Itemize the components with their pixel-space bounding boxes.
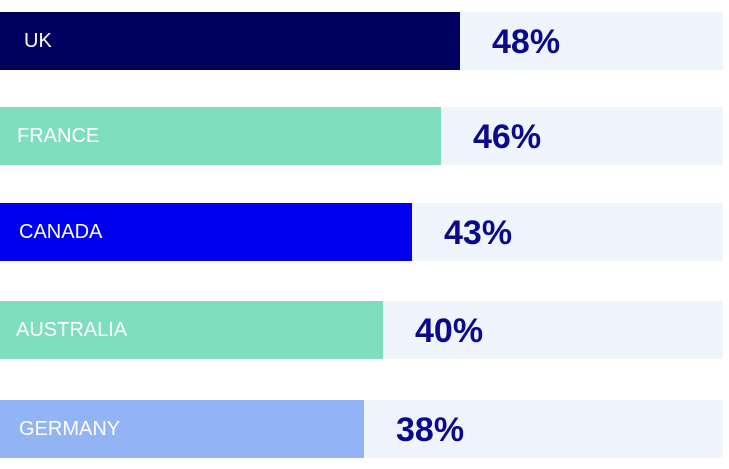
- bar-germany: [0, 400, 364, 458]
- value-label: 48%: [492, 23, 561, 61]
- value-label: 40%: [415, 312, 484, 350]
- category-label: CANADA: [19, 221, 103, 243]
- bar-canada: [0, 203, 412, 261]
- category-label: UK: [24, 30, 52, 52]
- bar-row-uk: UK 48%: [0, 12, 723, 70]
- bar-row-france: FRANCE 46%: [0, 107, 723, 165]
- value-label: 43%: [444, 214, 513, 252]
- category-label: FRANCE: [17, 125, 100, 147]
- bar-row-germany: GERMANY 38%: [0, 400, 723, 458]
- bar-france: [0, 107, 441, 165]
- bar-row-canada: CANADA 43%: [0, 203, 723, 261]
- bar-uk: [0, 12, 460, 70]
- value-label: 38%: [396, 411, 465, 449]
- bar-australia: [0, 301, 383, 359]
- value-label: 46%: [473, 118, 542, 156]
- bar-row-australia: AUSTRALIA 40%: [0, 301, 723, 359]
- category-label: GERMANY: [19, 418, 121, 440]
- category-label: AUSTRALIA: [16, 319, 128, 341]
